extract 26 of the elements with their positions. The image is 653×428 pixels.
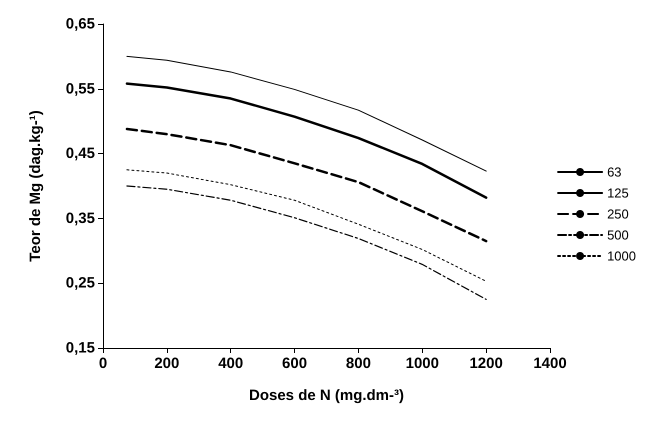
legend-label: 1000 <box>607 248 636 264</box>
line-series <box>126 169 487 282</box>
y-tick-label: 0,45 <box>66 145 95 162</box>
y-tick-label: 0,55 <box>66 80 95 98</box>
y-axis-title: Teor de Mg (dag.kg-¹) <box>27 110 44 262</box>
x-tick-label: 1000 <box>406 355 439 372</box>
y-tick-label: 0,65 <box>66 16 95 32</box>
legend-label: 250 <box>607 206 629 222</box>
y-tick-label: 0,35 <box>66 210 95 227</box>
x-tick-label: 600 <box>282 355 308 372</box>
y-tick-label: 0,15 <box>66 340 95 356</box>
legend-label: 63 <box>607 164 622 180</box>
line-series <box>126 56 487 172</box>
legend-label: 125 <box>607 186 629 200</box>
line-series <box>126 128 488 242</box>
line-series <box>126 82 488 199</box>
x-tick-label: 1400 <box>533 355 567 372</box>
x-tick-label: 400 <box>218 355 244 372</box>
line-series <box>126 185 487 300</box>
x-tick-label: 200 <box>154 355 180 372</box>
x-tick-label: 0 <box>98 355 108 372</box>
y-tick-label: 0,25 <box>66 274 95 292</box>
legend-label: 500 <box>607 228 629 242</box>
x-axis-title: Doses de N (mg.dm-³) <box>248 387 404 404</box>
x-tick-label: 1200 <box>469 355 503 372</box>
x-tick-label: 800 <box>346 355 371 372</box>
